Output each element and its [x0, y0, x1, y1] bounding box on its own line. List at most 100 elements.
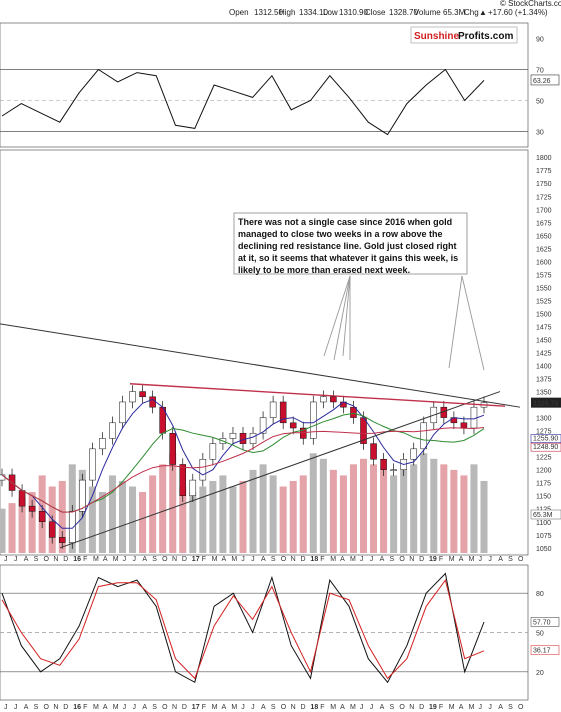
ma-red-line [1, 427, 485, 513]
volume-badge [530, 509, 561, 520]
volume-bar [370, 464, 378, 553]
price-tick-1625: 1625 [536, 246, 552, 253]
price-candle [149, 396, 156, 408]
price-x-label: M [93, 556, 99, 563]
price-candle [390, 469, 397, 471]
stoch-x-label: O [399, 704, 405, 711]
volume-bar [460, 475, 468, 553]
volume-bar [259, 464, 267, 553]
price-tick-1800: 1800 [536, 155, 552, 162]
volume-bar [98, 492, 106, 553]
price-x-label: 17 [192, 556, 200, 563]
price-candle [299, 427, 307, 439]
price-candle [139, 391, 146, 398]
stoch-x-label: D [182, 704, 187, 711]
long-term-declining-line [0, 323, 521, 408]
annotation-line-3: declining red resistance line. Gold just… [238, 241, 457, 251]
price-x-label: F [320, 556, 324, 563]
stoch-x-label: M [350, 704, 356, 711]
volume-bar [329, 469, 337, 553]
stoch-x-label: F [202, 704, 206, 711]
stoch-x-label: A [459, 704, 464, 711]
stoch-x-label: F [439, 704, 443, 711]
volume-bar [359, 458, 368, 553]
annotation-line-4: at it, so it seems that whatever it gain… [238, 253, 458, 263]
rsi-tick-50: 50 [536, 99, 544, 106]
volume-bar [189, 492, 197, 553]
price-x-label: A [380, 556, 385, 563]
price-tick-1225: 1225 [536, 455, 552, 462]
annotation-line-5: likely to be more than erased next week. [238, 265, 410, 275]
chg-value: +17.60 (+1.34%) [488, 8, 548, 17]
price-tick-1600: 1600 [536, 259, 552, 266]
volume-bar [0, 508, 6, 553]
volume-bar [28, 492, 36, 553]
price-candle [330, 396, 337, 403]
price-x-label: M [212, 556, 218, 563]
price-x-label: O [281, 556, 287, 563]
last-price-badge [531, 397, 561, 408]
price-candle [269, 401, 277, 418]
volume-bar [450, 469, 458, 553]
stoch-x-label: A [261, 704, 266, 711]
price-x-label: O [44, 556, 50, 563]
price-tick-1150: 1150 [536, 494, 551, 501]
stoch-k-label: 57.70 [533, 619, 551, 626]
stoch-k-badge [530, 617, 560, 627]
price-x-label: A [340, 556, 345, 563]
price-tick-1375: 1375 [536, 377, 552, 384]
stoch-x-label: M [330, 704, 336, 711]
price-candle [310, 401, 317, 439]
stoch-series-1 [1, 578, 485, 680]
volume-bar [249, 469, 257, 553]
price-x-label: A [103, 556, 108, 563]
price-candle [410, 448, 417, 460]
stoch-x-label: J [360, 704, 364, 711]
low-value: 1310.90 [339, 8, 368, 17]
price-tick-1725: 1725 [536, 194, 552, 201]
stoch-x-label: A [142, 704, 147, 711]
stoch-x-label: J [488, 704, 492, 711]
volume-bar [219, 475, 227, 553]
price-x-label: J [488, 556, 492, 563]
price-x-label: S [271, 556, 276, 563]
volume-value-label: 65.3M [533, 512, 553, 519]
price-candle [48, 521, 56, 538]
price-tick-1175: 1175 [536, 481, 551, 488]
volume-bar [440, 464, 448, 553]
volume-bar [18, 497, 26, 553]
stoch-x-label: M [449, 704, 455, 711]
high-value: 1334.10 [299, 8, 328, 17]
annotation-line-1: There was not a single case since 2016 w… [238, 217, 452, 227]
volume-label: Volume [414, 8, 441, 17]
price-tick-1775: 1775 [536, 168, 552, 175]
last-price-label: 1328.70 [533, 401, 558, 408]
price-tick-1650: 1650 [536, 233, 552, 240]
price-candle [229, 432, 237, 439]
price-x-label: N [53, 556, 58, 563]
stoch-x-label: S [34, 704, 39, 711]
volume-bar [229, 486, 237, 553]
rsi-tick-90: 90 [536, 37, 544, 44]
price-x-label: N [172, 556, 177, 563]
price-x-label: 16 [73, 556, 81, 563]
price-tick-1300: 1300 [536, 416, 552, 423]
rising-support-line [59, 391, 501, 549]
price-x-label: N [409, 556, 414, 563]
stoch-x-label: J [370, 704, 374, 711]
stoch-x-label: 19 [429, 704, 437, 711]
open-label: Open [229, 8, 249, 17]
price-x-label: A [221, 556, 226, 563]
volume-bar [199, 486, 207, 553]
ma-badge-1 [530, 434, 561, 443]
volume-bar [149, 475, 157, 553]
price-x-label: J [241, 556, 245, 563]
price-x-label: F [439, 556, 443, 563]
volume-bar [319, 458, 327, 553]
price-x-label: J [251, 556, 255, 563]
price-tick-1400: 1400 [536, 364, 552, 371]
annotation-line-2: managed to close two weeks in a row abov… [238, 229, 443, 239]
price-candle [28, 505, 36, 512]
price-x-label: S [152, 556, 157, 563]
stoch-x-label: F [320, 704, 324, 711]
